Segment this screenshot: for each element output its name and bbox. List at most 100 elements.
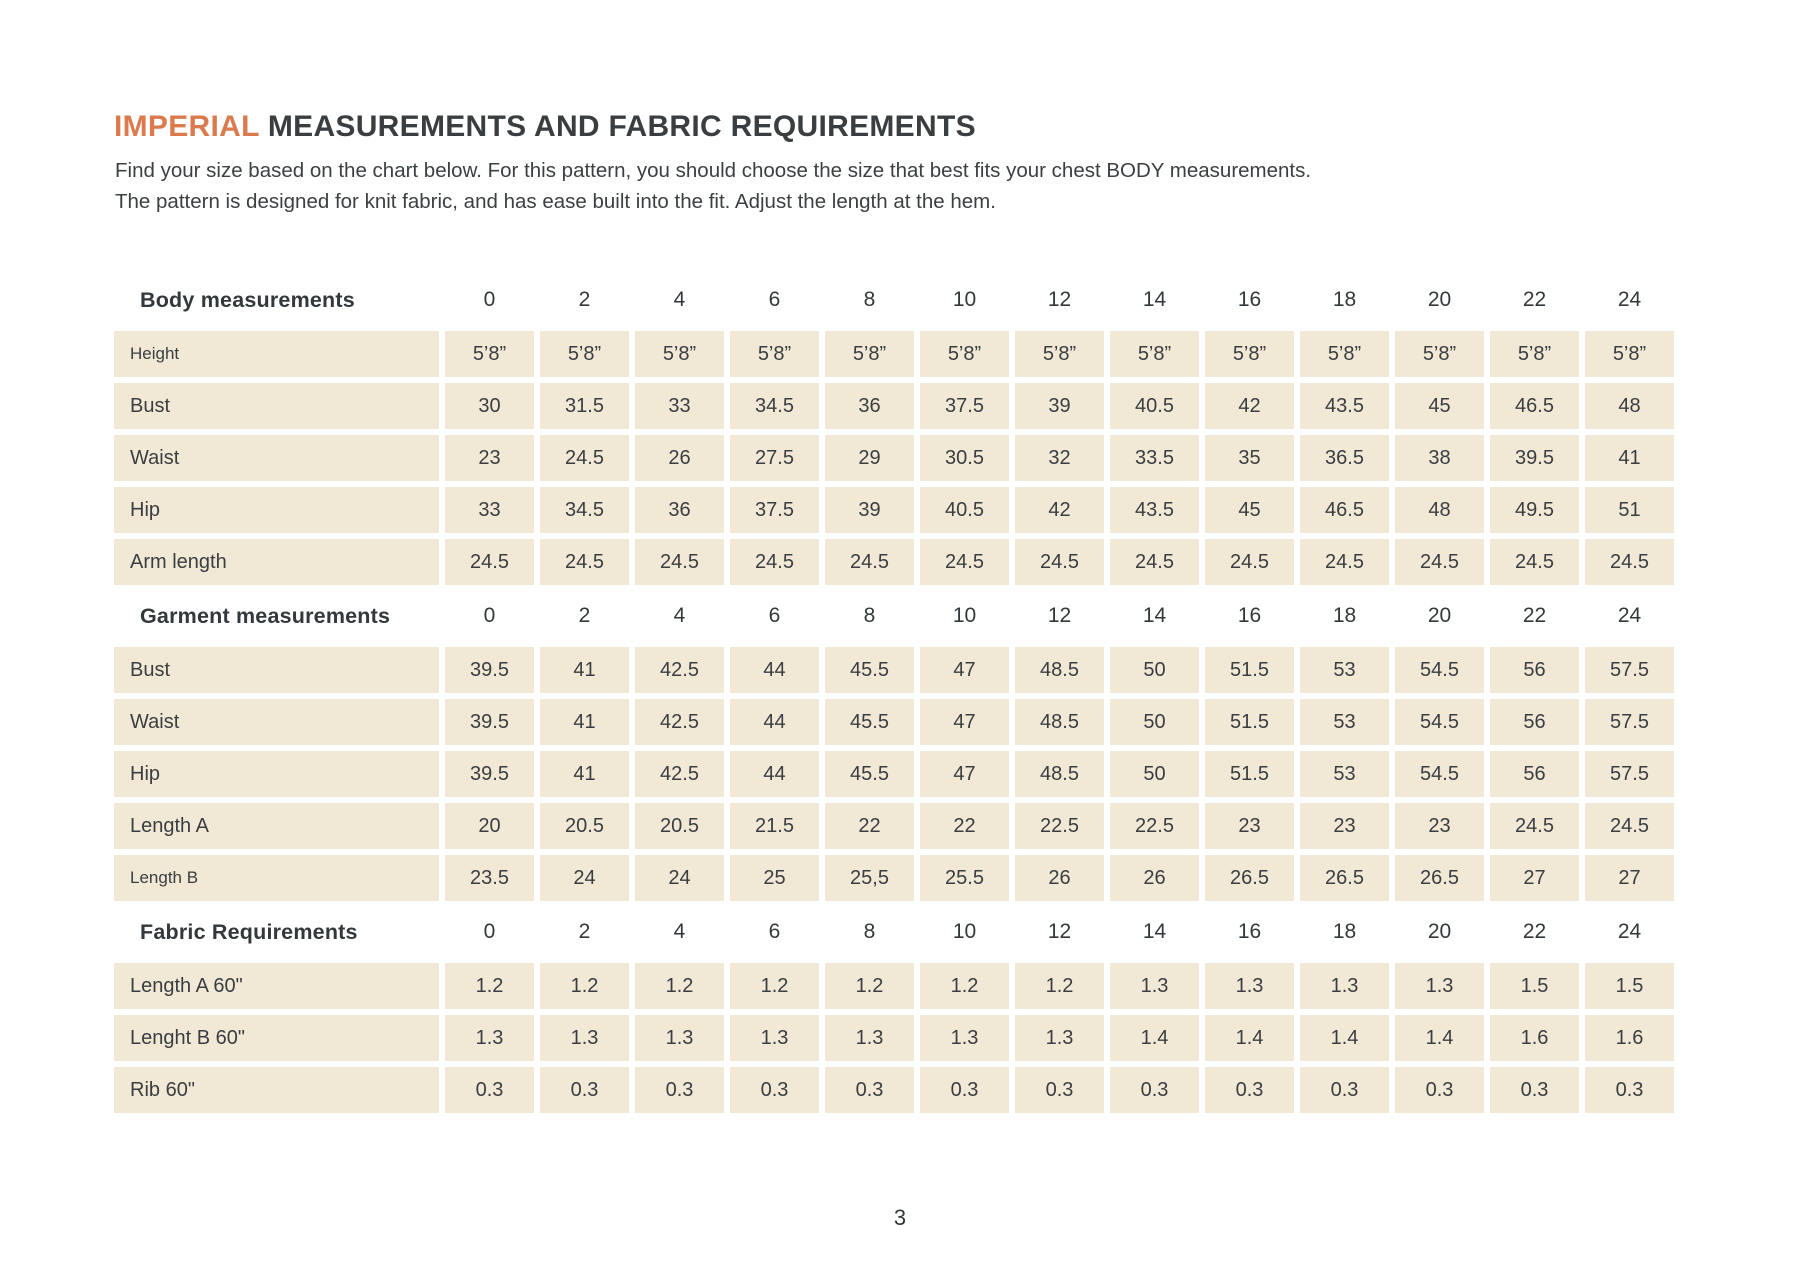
value-cell: 41 [1585,435,1674,481]
value-cell: 26.5 [1205,855,1294,901]
value-cell: 26.5 [1395,855,1484,901]
size-header-cell: 20 [1427,604,1452,627]
value-cell: 50 [1110,699,1199,745]
value-cell: 57.5 [1585,647,1674,693]
value-cell: 30 [445,383,534,429]
value-cell: 41 [540,699,629,745]
size-header-cell: 18 [1332,920,1357,943]
table-row: Length A 20 20.5 20.5 21.5 22 22 22.5 22.5 23 23 23… [114,803,1674,849]
value-cell: 51 [1585,487,1674,533]
size-header-cell: 8 [863,920,876,943]
size-header-cell: 12 [1047,920,1072,943]
section-header-row: Fabric Requirements 0 2 4 6 8 10 12 14 16 18 20 22 24 [114,909,1674,955]
value-cell: 24.5 [540,435,629,481]
size-header-cell: 0 [483,288,496,311]
value-cell: 24.5 [635,539,724,585]
intro-line-1: Find your size based on the chart below.… [115,159,1312,182]
table-row: Arm length 24.5 24.5 24.5 24.5 24.5 24.5 24.5 24… [114,539,1674,585]
value-cell: 24.5 [1585,803,1674,849]
value-cell: 22.5 [1110,803,1199,849]
value-cell: 46.5 [1490,383,1579,429]
value-cell: 29 [825,435,914,481]
value-cell: 1.6 [1490,1015,1579,1061]
value-cell: 1.3 [1110,963,1199,1009]
value-cell: 44 [730,647,819,693]
value-cell: 1.2 [540,963,629,1009]
value-cell: 42.5 [635,647,724,693]
row-label-cell: Length B [114,855,439,901]
row-label-cell: Bust [114,647,439,693]
value-cell: 24.5 [1300,539,1389,585]
value-cell: 42.5 [635,699,724,745]
value-cell: 1.3 [1395,963,1484,1009]
size-header-cell: 22 [1522,604,1547,627]
value-cell: 51.5 [1205,699,1294,745]
size-header-cell: 14 [1142,920,1167,943]
value-cell: 25.5 [920,855,1009,901]
value-cell: 27 [1490,855,1579,901]
size-header-cell: 6 [768,920,781,943]
value-cell: 57.5 [1585,751,1674,797]
value-cell: 47 [920,699,1009,745]
section-header-row: Garment measurements 0 2 4 6 8 10 12 14 16 18 20 22 2… [114,593,1674,639]
table-row: Hip 39.5 41 42.5 44 45.5 47 48.5 50 51.5 53 54.5 56 5… [114,751,1674,797]
section-header-label: Garment measurements [140,603,391,628]
value-cell: 0.3 [1015,1067,1104,1113]
value-cell: 51.5 [1205,647,1294,693]
value-cell: 37.5 [730,487,819,533]
row-label-cell: Length A 60" [114,963,439,1009]
row-label-cell: Length A [114,803,439,849]
size-header-cell: 10 [952,604,977,627]
value-cell: 54.5 [1395,647,1484,693]
value-cell: 48 [1585,383,1674,429]
value-cell: 22 [825,803,914,849]
value-cell: 33 [635,383,724,429]
value-cell: 1.3 [540,1015,629,1061]
value-cell: 1.2 [920,963,1009,1009]
value-cell: 1.3 [825,1015,914,1061]
value-cell: 1.4 [1300,1015,1389,1061]
table-row: Rib 60" 0.3 0.3 0.3 0.3 0.3 0.3 0.3 0.3 0.3 0.3 0.3… [114,1067,1674,1113]
value-cell: 5’8” [1205,331,1294,377]
size-header-cell: 22 [1522,920,1547,943]
size-header-cell: 14 [1142,288,1167,311]
intro-line-2: The pattern is designed for knit fabric,… [115,190,996,213]
table-row: Height 5’8” 5’8” 5’8” 5’8” 5’8” 5’8” 5’8” 5’8” 5’… [114,331,1674,377]
value-cell: 39.5 [445,751,534,797]
size-header-cell: 10 [952,288,977,311]
table-row: Waist 23 24.5 26 27.5 29 30.5 32 33.5 35 36.5 38 39.… [114,435,1674,481]
value-cell: 1.2 [1015,963,1104,1009]
value-cell: 5’8” [730,331,819,377]
value-cell: 1.3 [445,1015,534,1061]
size-header-cell: 8 [863,288,876,311]
row-label-cell: Waist [114,699,439,745]
value-cell: 24 [540,855,629,901]
value-cell: 0.3 [825,1067,914,1113]
value-cell: 23 [1300,803,1389,849]
value-cell: 24.5 [540,539,629,585]
value-cell: 1.3 [920,1015,1009,1061]
value-cell: 1.3 [1205,963,1294,1009]
value-cell: 0.3 [445,1067,534,1113]
row-label-cell: Hip [114,751,439,797]
value-cell: 32 [1015,435,1104,481]
value-cell: 24.5 [920,539,1009,585]
value-cell: 45.5 [825,751,914,797]
value-cell: 35 [1205,435,1294,481]
value-cell: 46.5 [1300,487,1389,533]
size-header-cell: 18 [1332,604,1357,627]
value-cell: 23.5 [445,855,534,901]
value-cell: 39.5 [445,699,534,745]
size-header-cell: 10 [952,920,977,943]
value-cell: 1.5 [1490,963,1579,1009]
value-cell: 39 [825,487,914,533]
size-header-cell: 4 [673,920,686,943]
value-cell: 51.5 [1205,751,1294,797]
value-cell: 45 [1205,487,1294,533]
value-cell: 24.5 [1110,539,1199,585]
value-cell: 39 [1015,383,1104,429]
value-cell: 49.5 [1490,487,1579,533]
size-header-cell: 8 [863,604,876,627]
table-row: Length A 60" 1.2 1.2 1.2 1.2 1.2 1.2 1.2 1.3 1.3 1… [114,963,1674,1009]
value-cell: 24.5 [1205,539,1294,585]
